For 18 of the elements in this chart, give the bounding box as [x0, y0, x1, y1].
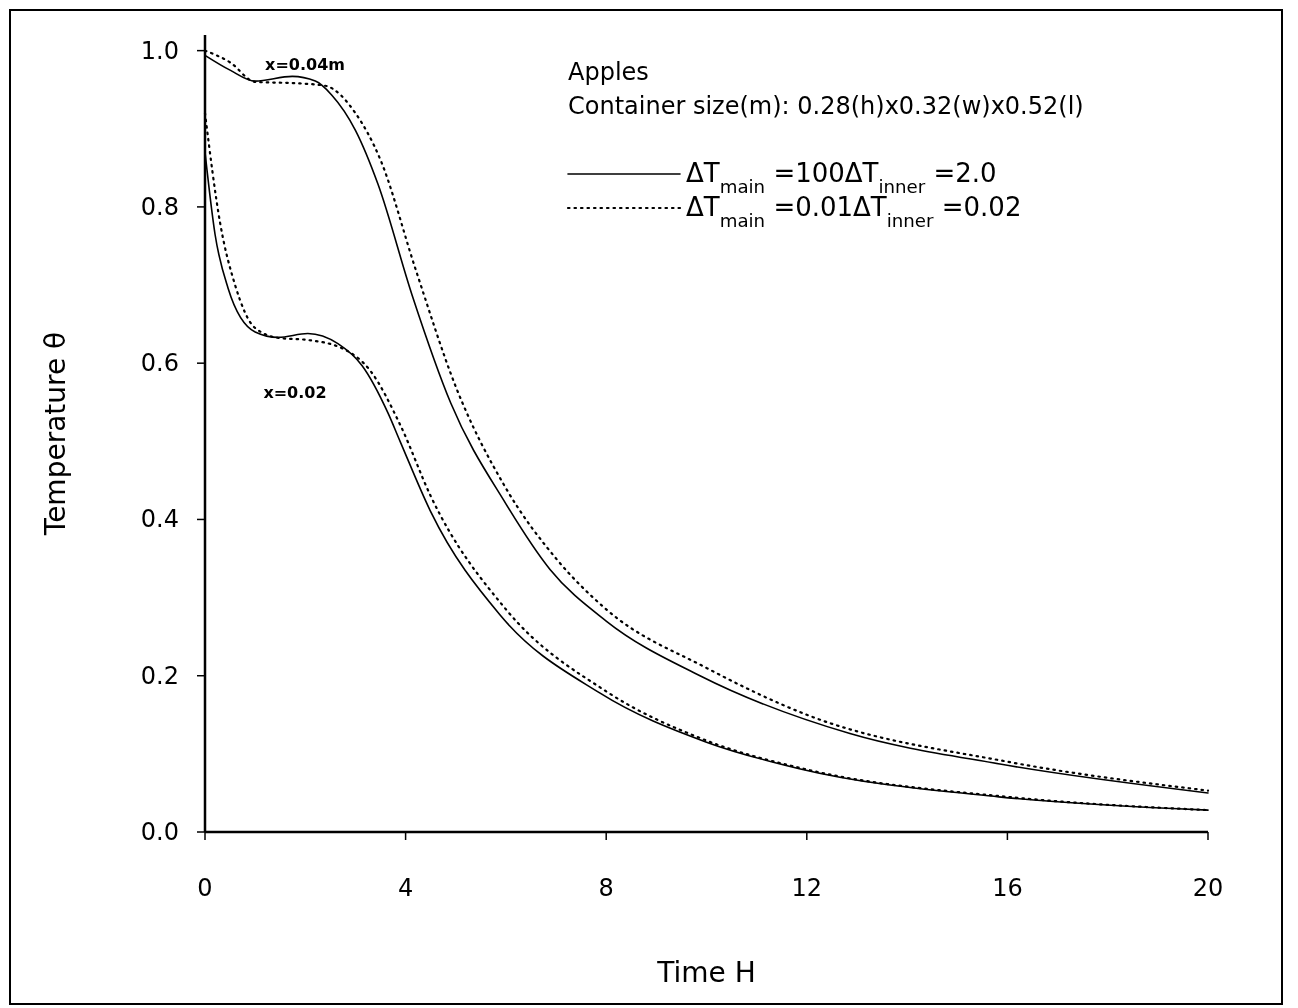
y-tick-label: 0.8: [140, 192, 179, 221]
y-axis-title: Temperature θ: [39, 331, 72, 537]
x-tick-label: 12: [791, 874, 823, 902]
x-axis-title: Time H: [656, 956, 756, 989]
annotation: x=0.04m: [265, 55, 345, 74]
y-tick-label: 0.6: [140, 349, 179, 378]
text: Container size(m): 0.28(h)x0.32(w)x0.52(l): [568, 92, 1084, 120]
y-tick-label: 0.0: [140, 818, 179, 846]
x-tick-label: 16: [992, 874, 1023, 902]
x-tick-label: 4: [397, 874, 414, 902]
x-tick-label: 8: [598, 874, 614, 902]
text: Apples: [568, 58, 649, 86]
x-tick-label: 20: [1192, 874, 1224, 902]
y-tick-label: 0.2: [140, 661, 179, 690]
x-tick-label: 0: [197, 874, 213, 902]
y-tick-label: 1.0: [140, 36, 179, 65]
annotation: x=0.02: [263, 383, 327, 402]
y-tick-label: 0.4: [140, 505, 179, 534]
